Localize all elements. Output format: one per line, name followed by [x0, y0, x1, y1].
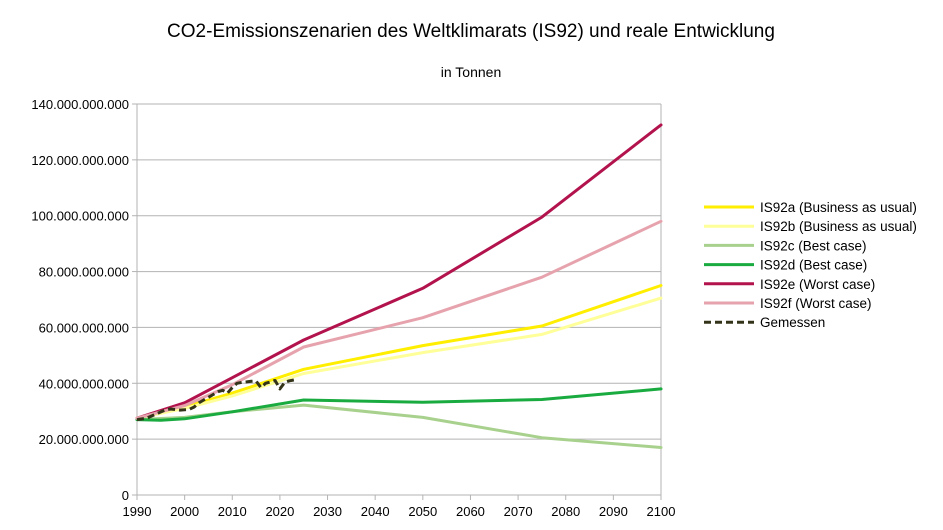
legend-label: IS92b (Business as usual)	[760, 219, 917, 234]
x-tick-label: 2050	[408, 504, 437, 519]
series-line-1	[135, 296, 663, 420]
x-tick-label: 2100	[647, 504, 676, 519]
legend-label: IS92c (Best case)	[760, 238, 867, 253]
series-line-4	[135, 123, 663, 420]
series-line-0	[135, 284, 663, 420]
x-tick-label: 2060	[456, 504, 485, 519]
series-line-2	[135, 403, 663, 449]
y-tick-label: 80.000.000.000	[39, 265, 129, 280]
series-lines	[135, 123, 663, 449]
legend-label: IS92d (Best case)	[760, 258, 867, 273]
x-tick-label: 2090	[599, 504, 628, 519]
x-tick-label: 2040	[361, 504, 390, 519]
series-line-5	[135, 219, 663, 420]
x-tick-label: 2010	[218, 504, 247, 519]
x-tick-label: 2020	[265, 504, 294, 519]
x-tick-label: 2070	[504, 504, 533, 519]
chart-title: CO2-Emissionszenarien des Weltklimarats …	[167, 21, 775, 42]
legend-label: IS92f (Worst case)	[760, 296, 872, 311]
y-axis-ticks: 0 20.000.000.000 40.000.000.000 60.000.000.…	[31, 97, 137, 503]
y-tick-label: 140.000.000.000	[31, 97, 129, 112]
series-line-3	[135, 387, 663, 422]
legend-label: Gemessen	[760, 315, 825, 330]
x-tick-label: 2000	[170, 504, 199, 519]
legend-label: IS92a (Business as usual)	[760, 200, 917, 215]
x-axis-ticks: 1990 2000 2010 2020 2030 2040 2050 2060 2070 2080…	[123, 495, 676, 519]
legend: IS92a (Business as usual) IS92b (Business…	[704, 200, 917, 330]
y-tick-label: 120.000.000.000	[31, 153, 129, 168]
y-tick-label: 20.000.000.000	[39, 432, 129, 447]
x-tick-label: 1990	[123, 504, 152, 519]
legend-label: IS92e (Worst case)	[760, 277, 875, 292]
y-tick-label: 100.000.000.000	[31, 209, 129, 224]
x-tick-label: 2030	[313, 504, 342, 519]
y-tick-label: 40.000.000.000	[39, 376, 129, 391]
series-line-6	[136, 378, 295, 422]
x-tick-label: 2080	[551, 504, 580, 519]
y-tick-label: 0	[122, 488, 129, 503]
chart-subtitle: in Tonnen	[441, 64, 501, 80]
y-tick-label: 60.000.000.000	[39, 320, 129, 335]
